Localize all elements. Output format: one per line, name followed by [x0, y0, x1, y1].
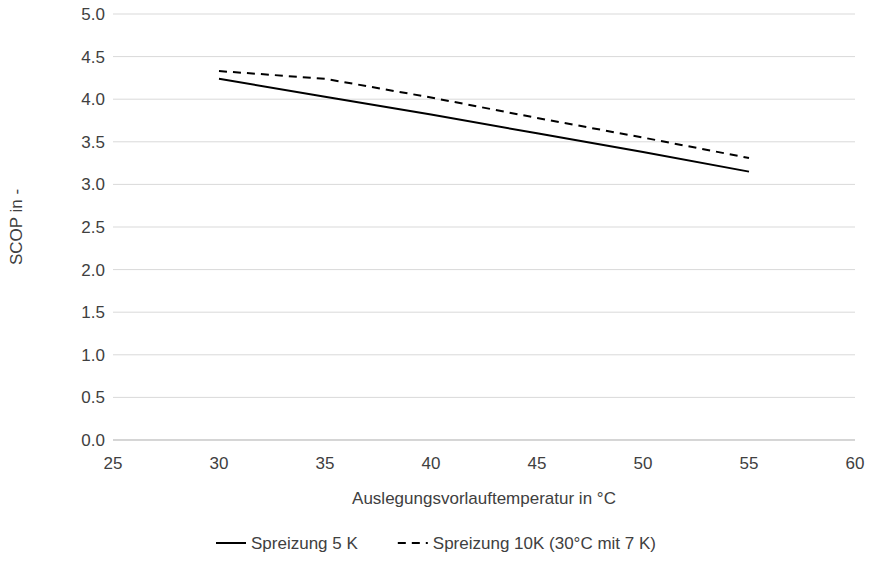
x-tick-label: 25	[104, 454, 123, 473]
plot-area	[219, 71, 749, 172]
x-tick-label: 60	[846, 454, 865, 473]
x-tick-label: 45	[528, 454, 547, 473]
grid-line	[113, 99, 855, 100]
y-tick-label: 0.5	[81, 388, 105, 407]
y-tick-label: 4.5	[81, 48, 105, 67]
x-tick-label: 55	[740, 454, 759, 473]
grid-line	[113, 227, 855, 228]
x-tick-label: 30	[210, 454, 229, 473]
y-tick-label: 2.5	[81, 218, 105, 237]
x-axis-line	[113, 440, 855, 441]
legend: Spreizung 5 K Spreizung 10K (30°C mit 7 K…	[216, 534, 656, 553]
y-tick-label: 0.0	[81, 431, 105, 450]
series-line	[219, 71, 749, 158]
legend-label: Spreizung 10K (30°C mit 7 K)	[433, 534, 656, 553]
y-tick-label: 2.0	[81, 261, 105, 280]
grid-line	[113, 56, 855, 57]
grid-line	[113, 440, 855, 441]
y-tick-label: 4.0	[81, 90, 105, 109]
grid-line	[113, 269, 855, 270]
legend-swatch	[216, 542, 246, 544]
grid-line	[113, 312, 855, 313]
grid-line	[113, 141, 855, 142]
y-tick-label: 5.0	[81, 5, 105, 24]
y-axis-title: SCOP in -	[7, 189, 26, 265]
y-tick-label: 1.5	[81, 303, 105, 322]
series-line	[219, 79, 749, 172]
x-tick-label: 50	[634, 454, 653, 473]
x-axis-title: Auslegungsvorlauftemperatur in °C	[352, 489, 616, 508]
grid-line	[113, 354, 855, 355]
grid-line	[113, 397, 855, 398]
y-tick-label: 3.0	[81, 175, 105, 194]
x-tick-label: 35	[316, 454, 335, 473]
y-tick-label: 1.0	[81, 346, 105, 365]
y-tick-label: 3.5	[81, 133, 105, 152]
x-tick-label: 40	[422, 454, 441, 473]
chart: 0.0 0.5 1.0 1.5 2.0 2.5 3.0 3.5 4.0 4.5 5.0 25 30 35 4…	[0, 0, 872, 565]
grid-line	[113, 14, 855, 15]
legend-label: Spreizung 5 K	[251, 534, 358, 553]
grid-line	[113, 184, 855, 185]
legend-swatch	[398, 542, 428, 544]
